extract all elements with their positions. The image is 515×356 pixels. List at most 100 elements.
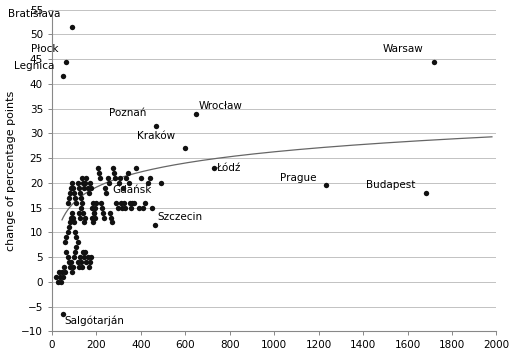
Point xyxy=(119,185,127,191)
Point xyxy=(64,225,73,230)
Point xyxy=(77,195,85,200)
Point xyxy=(76,254,84,260)
Point xyxy=(116,175,124,181)
Point xyxy=(68,24,76,30)
Point xyxy=(97,200,105,205)
Point xyxy=(54,279,62,285)
Point xyxy=(322,183,331,188)
Text: Budapest: Budapest xyxy=(366,180,415,190)
Point xyxy=(78,200,86,205)
Point xyxy=(61,240,70,245)
Point xyxy=(69,264,77,270)
Point xyxy=(134,205,143,210)
Point xyxy=(91,215,99,220)
Point xyxy=(74,259,82,265)
Point xyxy=(90,210,98,215)
Point xyxy=(79,210,87,215)
Point xyxy=(68,180,76,186)
Point xyxy=(95,170,103,176)
Point xyxy=(77,205,85,210)
Point xyxy=(72,235,80,240)
Point xyxy=(146,175,154,181)
Point xyxy=(422,190,431,195)
Point xyxy=(68,210,76,215)
Point xyxy=(74,180,82,186)
Text: Łódź: Łódź xyxy=(216,163,241,173)
Point xyxy=(61,269,70,275)
Point xyxy=(81,215,90,220)
Point xyxy=(108,220,116,225)
Point xyxy=(104,175,112,181)
Point xyxy=(102,190,111,195)
Point xyxy=(80,220,89,225)
Point xyxy=(127,205,135,210)
Text: Szczecin: Szczecin xyxy=(157,213,202,222)
Point xyxy=(121,205,129,210)
Point xyxy=(59,311,67,317)
Point xyxy=(81,249,90,255)
Point xyxy=(125,180,133,186)
Point xyxy=(128,200,136,205)
Point xyxy=(59,274,67,280)
Point xyxy=(112,200,121,205)
Point xyxy=(89,200,97,205)
Point xyxy=(87,254,95,260)
Point xyxy=(96,175,104,181)
Point xyxy=(66,220,74,225)
Point xyxy=(123,175,131,181)
Point xyxy=(117,200,125,205)
Point xyxy=(58,269,66,275)
Point xyxy=(74,240,82,245)
Text: Legnica: Legnica xyxy=(14,62,55,72)
Point xyxy=(105,180,113,186)
Point xyxy=(99,210,107,215)
Point xyxy=(126,200,134,205)
Point xyxy=(56,274,64,280)
Point xyxy=(64,195,73,200)
Point xyxy=(62,235,71,240)
Point xyxy=(70,254,78,260)
Point xyxy=(77,259,85,265)
Point xyxy=(100,215,108,220)
Point xyxy=(152,123,161,129)
Point xyxy=(76,190,84,195)
Point xyxy=(69,185,77,191)
Point xyxy=(76,215,84,220)
Point xyxy=(118,205,126,210)
Text: Poznań: Poznań xyxy=(109,109,146,119)
Point xyxy=(81,180,90,186)
Point xyxy=(79,180,87,186)
Point xyxy=(210,165,218,171)
Point xyxy=(85,259,94,265)
Point xyxy=(89,220,97,225)
Point xyxy=(141,200,149,205)
Point xyxy=(114,180,123,186)
Point xyxy=(70,220,78,225)
Point xyxy=(60,264,68,270)
Text: Salgótarján: Salgótarján xyxy=(64,316,124,326)
Point xyxy=(137,175,145,181)
Point xyxy=(132,165,141,171)
Point xyxy=(148,205,156,210)
Text: Warsaw: Warsaw xyxy=(383,44,423,54)
Point xyxy=(107,215,115,220)
Point xyxy=(120,200,128,205)
Point xyxy=(101,185,110,191)
Point xyxy=(91,205,99,210)
Point xyxy=(78,175,86,181)
Point xyxy=(80,254,89,260)
Point xyxy=(192,111,200,116)
Point xyxy=(71,195,79,200)
Point xyxy=(157,180,165,186)
Point xyxy=(75,210,83,215)
Point xyxy=(98,205,106,210)
Text: Bratislava: Bratislava xyxy=(8,10,60,20)
Point xyxy=(79,249,87,255)
Point xyxy=(93,165,101,171)
Point xyxy=(66,264,74,270)
Point xyxy=(63,230,72,235)
Point xyxy=(69,215,77,220)
Point xyxy=(144,180,152,186)
Point xyxy=(124,170,132,176)
Point xyxy=(181,145,190,151)
